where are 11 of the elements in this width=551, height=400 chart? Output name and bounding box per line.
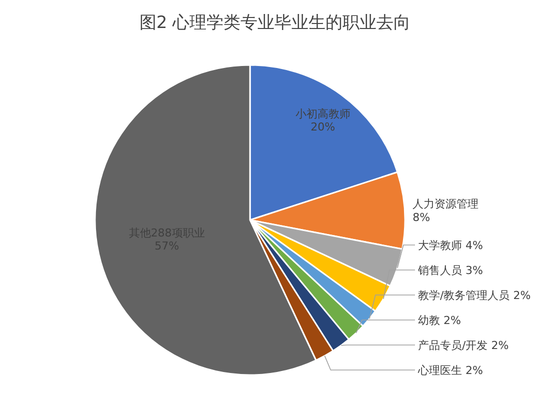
slice-label: 销售人员 3% (417, 264, 483, 277)
slice-label: 产品专员/开发 2% (418, 339, 509, 352)
slice-label: 大学教师 4% (418, 239, 483, 252)
slice-label: 幼教 2% (418, 314, 461, 327)
slice-label: 小初高教师 (295, 107, 350, 120)
slice-label: 心理医生 2% (417, 364, 483, 377)
chart-title: 图2 心理学类专业毕业生的职业去向 (139, 13, 411, 33)
slice-label: 人力资源管理 (412, 198, 479, 211)
slice-label: 教学/教务管理人员 2% (418, 289, 531, 302)
data-label: 8% (412, 210, 430, 224)
data-label: 20% (310, 120, 336, 134)
